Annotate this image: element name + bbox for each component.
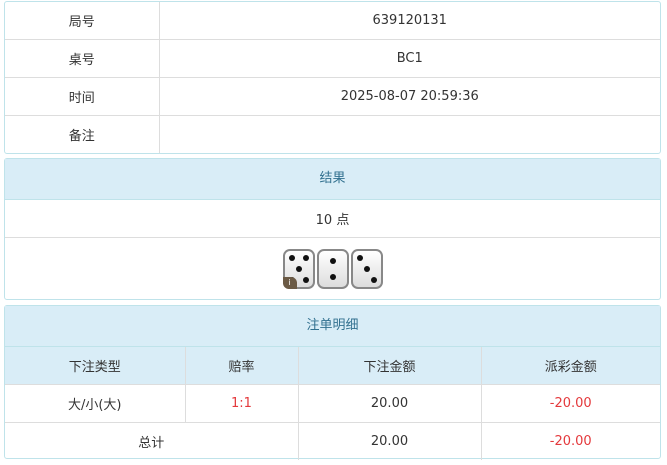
bet-odds: 1:1	[184, 384, 299, 423]
table-header: 下注类型 赔率 下注金额 派彩金额	[5, 347, 660, 385]
die-pip	[302, 276, 309, 283]
die-pip	[302, 255, 309, 262]
die-pip	[370, 276, 377, 283]
value	[158, 115, 660, 153]
label: 时间	[5, 77, 160, 116]
header-payout: 派彩金额	[480, 347, 660, 385]
round-info-panel: 局号 639120131 桌号 BC1 时间 2025-08-07 20:59:36 …	[4, 1, 661, 154]
total-amount: 20.00	[297, 422, 482, 460]
bet-type: 大/小(大)	[5, 384, 186, 423]
row-table: 桌号 BC1	[5, 39, 660, 78]
total-payout: -20.00	[480, 422, 660, 460]
label: 局号	[5, 2, 160, 40]
value: BC1	[158, 39, 660, 78]
info-icon[interactable]: i	[282, 277, 297, 289]
header-amount: 下注金额	[297, 347, 482, 385]
die-pip	[288, 255, 295, 262]
total-label: 总计	[5, 422, 299, 460]
header-type: 下注类型	[5, 347, 186, 385]
row-remark: 备注	[5, 115, 660, 153]
row-time: 时间 2025-08-07 20:59:36	[5, 77, 660, 116]
die-5: i	[282, 249, 315, 289]
total-row: 总计 20.00 -20.00	[5, 422, 660, 460]
die-3	[350, 249, 383, 289]
die-2	[316, 249, 349, 289]
die-pip	[363, 266, 370, 272]
value: 639120131	[158, 2, 660, 40]
die-pip	[295, 266, 302, 272]
result-panel: 结果 10 点 i	[4, 158, 661, 300]
header-odds: 赔率	[184, 347, 299, 385]
row-round-id: 局号 639120131	[5, 2, 660, 40]
result-title: 结果	[5, 159, 660, 200]
die-pip	[356, 255, 363, 262]
dice-row: i	[5, 237, 660, 300]
result-points: 10 点	[5, 200, 660, 238]
label: 桌号	[5, 39, 160, 78]
value: 2025-08-07 20:59:36	[158, 77, 660, 116]
bet-details-panel: 注单明细 下注类型 赔率 下注金额 派彩金额 大/小(大) 1:1 20.00 …	[4, 305, 661, 460]
die-pip	[329, 258, 336, 265]
die-pip	[329, 273, 336, 280]
table-row: 大/小(大) 1:1 20.00 -20.00	[5, 384, 660, 423]
bet-details-title: 注单明细	[5, 306, 660, 347]
label: 备注	[5, 115, 160, 153]
bet-amount: 20.00	[297, 384, 482, 423]
bet-payout: -20.00	[480, 384, 660, 423]
